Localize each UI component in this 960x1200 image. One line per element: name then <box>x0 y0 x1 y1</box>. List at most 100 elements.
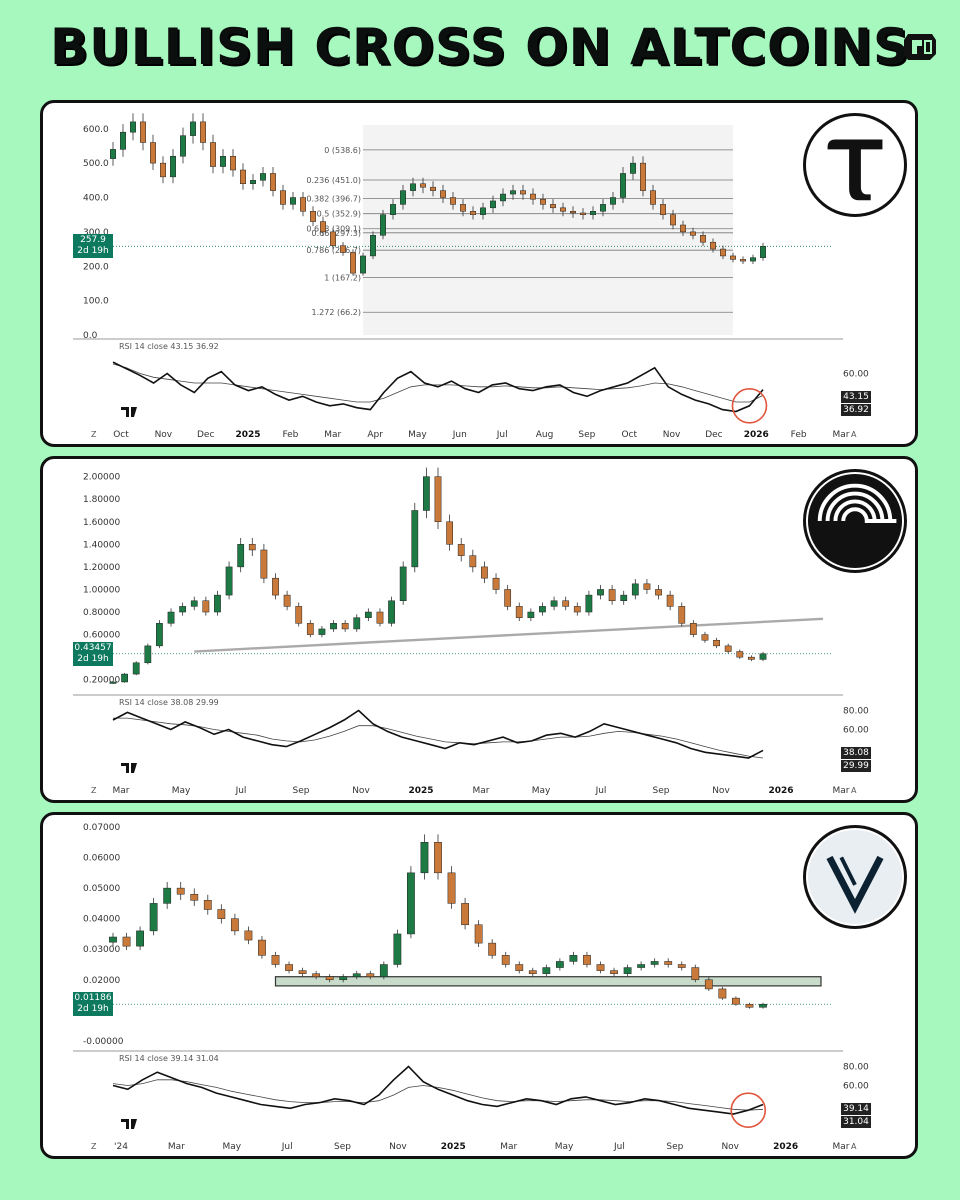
auto-scale-icon: A <box>851 1142 857 1151</box>
candle <box>237 538 245 573</box>
candle <box>555 958 564 971</box>
rsi-signal-line <box>113 717 764 759</box>
candle <box>623 964 632 977</box>
candle <box>300 192 306 217</box>
fib-label: 1.272 (66.2) <box>312 308 362 317</box>
candle <box>520 184 526 200</box>
tradingview-icon <box>121 1119 137 1129</box>
x-tick-label: Feb <box>282 430 298 440</box>
candle <box>569 951 578 965</box>
y-tick-label: 1.20000 <box>83 563 120 573</box>
candle <box>230 149 236 177</box>
candle <box>353 614 361 632</box>
candle <box>562 596 570 611</box>
candle <box>130 113 136 141</box>
candle <box>217 904 226 924</box>
x-tick-label: Nov <box>155 430 173 440</box>
candle <box>678 602 686 627</box>
page-title: BULLISH CROSS ON ALTCOINS <box>50 18 910 76</box>
fib-label: 0.66 (297.3) <box>312 229 362 238</box>
candle <box>360 252 366 276</box>
candle <box>258 936 266 959</box>
tradingview-icon <box>121 407 137 417</box>
candle <box>400 184 406 210</box>
candle <box>271 951 280 968</box>
candle <box>352 970 361 980</box>
candle <box>379 961 388 980</box>
x-tick-label: Nov <box>663 430 681 440</box>
y-tick-label: 0.80000 <box>83 608 120 618</box>
fib-label: 0.786 (246.7) <box>306 246 361 255</box>
candle <box>481 561 488 584</box>
x-tick-label: May <box>532 786 551 796</box>
candle <box>670 209 676 230</box>
zoom-icon: Z <box>91 430 97 439</box>
rsi-level-label: 60.00 <box>843 370 869 380</box>
rsi-value-tag: 31.04 <box>841 1116 871 1128</box>
candle <box>585 590 593 616</box>
candle <box>750 254 756 265</box>
candle <box>423 467 430 519</box>
candle <box>745 1002 754 1009</box>
candle <box>640 156 646 197</box>
y-tick-label: 300.0 <box>83 228 109 238</box>
candle <box>637 961 646 971</box>
candle <box>474 920 483 948</box>
highlight-circle-icon <box>731 387 768 424</box>
candle <box>631 579 639 600</box>
candle <box>643 579 651 594</box>
candle <box>492 573 500 594</box>
candle <box>149 897 158 936</box>
fib-label: 0 (538.6) <box>324 146 361 155</box>
candle <box>689 620 697 638</box>
candle <box>370 231 376 260</box>
y-tick-label: 0.60000 <box>83 631 120 641</box>
candle <box>364 608 372 622</box>
chart-panel-1: 600.0 500.0 400.0 300.0 200.0 100.0 0.0 0 (538.… <box>40 100 918 447</box>
candle <box>341 620 349 632</box>
candle <box>393 929 402 968</box>
candle <box>500 188 506 207</box>
x-tick-label: Nov <box>389 1142 407 1152</box>
candle <box>318 626 326 638</box>
x-tick-label: Sep <box>334 1142 351 1152</box>
candle <box>730 252 736 263</box>
candle <box>290 192 296 210</box>
y-tick-label: 400.0 <box>83 194 109 204</box>
chart-svg: 600.0 500.0 400.0 300.0 200.0 100.0 0.0 0 (538.… <box>73 113 869 440</box>
x-tick-label: Oct <box>113 430 129 440</box>
y-tick-label: 200.0 <box>83 262 109 272</box>
candle <box>580 208 586 220</box>
y-tick-label: 0.05000 <box>83 884 120 894</box>
price-countdown: 2d 19h <box>77 1004 109 1015</box>
price-tag: 257.9 2d 19h <box>73 234 113 259</box>
candle <box>600 199 606 217</box>
x-tick-label: 2025 <box>441 1142 466 1152</box>
candle <box>597 584 604 600</box>
candle <box>260 543 268 584</box>
candle <box>376 608 384 627</box>
auto-scale-icon: A <box>851 786 857 795</box>
x-tick-label: Sep <box>293 786 310 796</box>
candle <box>176 882 185 901</box>
candle <box>539 602 546 616</box>
y-tick-label: 0.20000 <box>83 676 120 686</box>
rsi-signal-line <box>112 363 764 403</box>
candle <box>203 894 212 915</box>
rsi-level-label: 60.00 <box>843 1082 869 1092</box>
candle <box>470 206 476 220</box>
candle <box>550 199 556 213</box>
x-tick-label: Mar <box>833 430 850 440</box>
y-tick-label: -0.00000 <box>83 1037 124 1047</box>
x-tick-label: Dec <box>705 430 722 440</box>
candle <box>380 209 386 240</box>
x-tick-label: Mar <box>473 786 490 796</box>
candle <box>550 596 558 611</box>
candle <box>573 602 581 616</box>
candle <box>677 961 686 971</box>
x-tick-label: Dec <box>197 430 214 440</box>
candle <box>515 602 523 622</box>
x-tick-label: Jul <box>613 1142 625 1152</box>
candle <box>170 149 176 184</box>
candle <box>690 227 696 240</box>
